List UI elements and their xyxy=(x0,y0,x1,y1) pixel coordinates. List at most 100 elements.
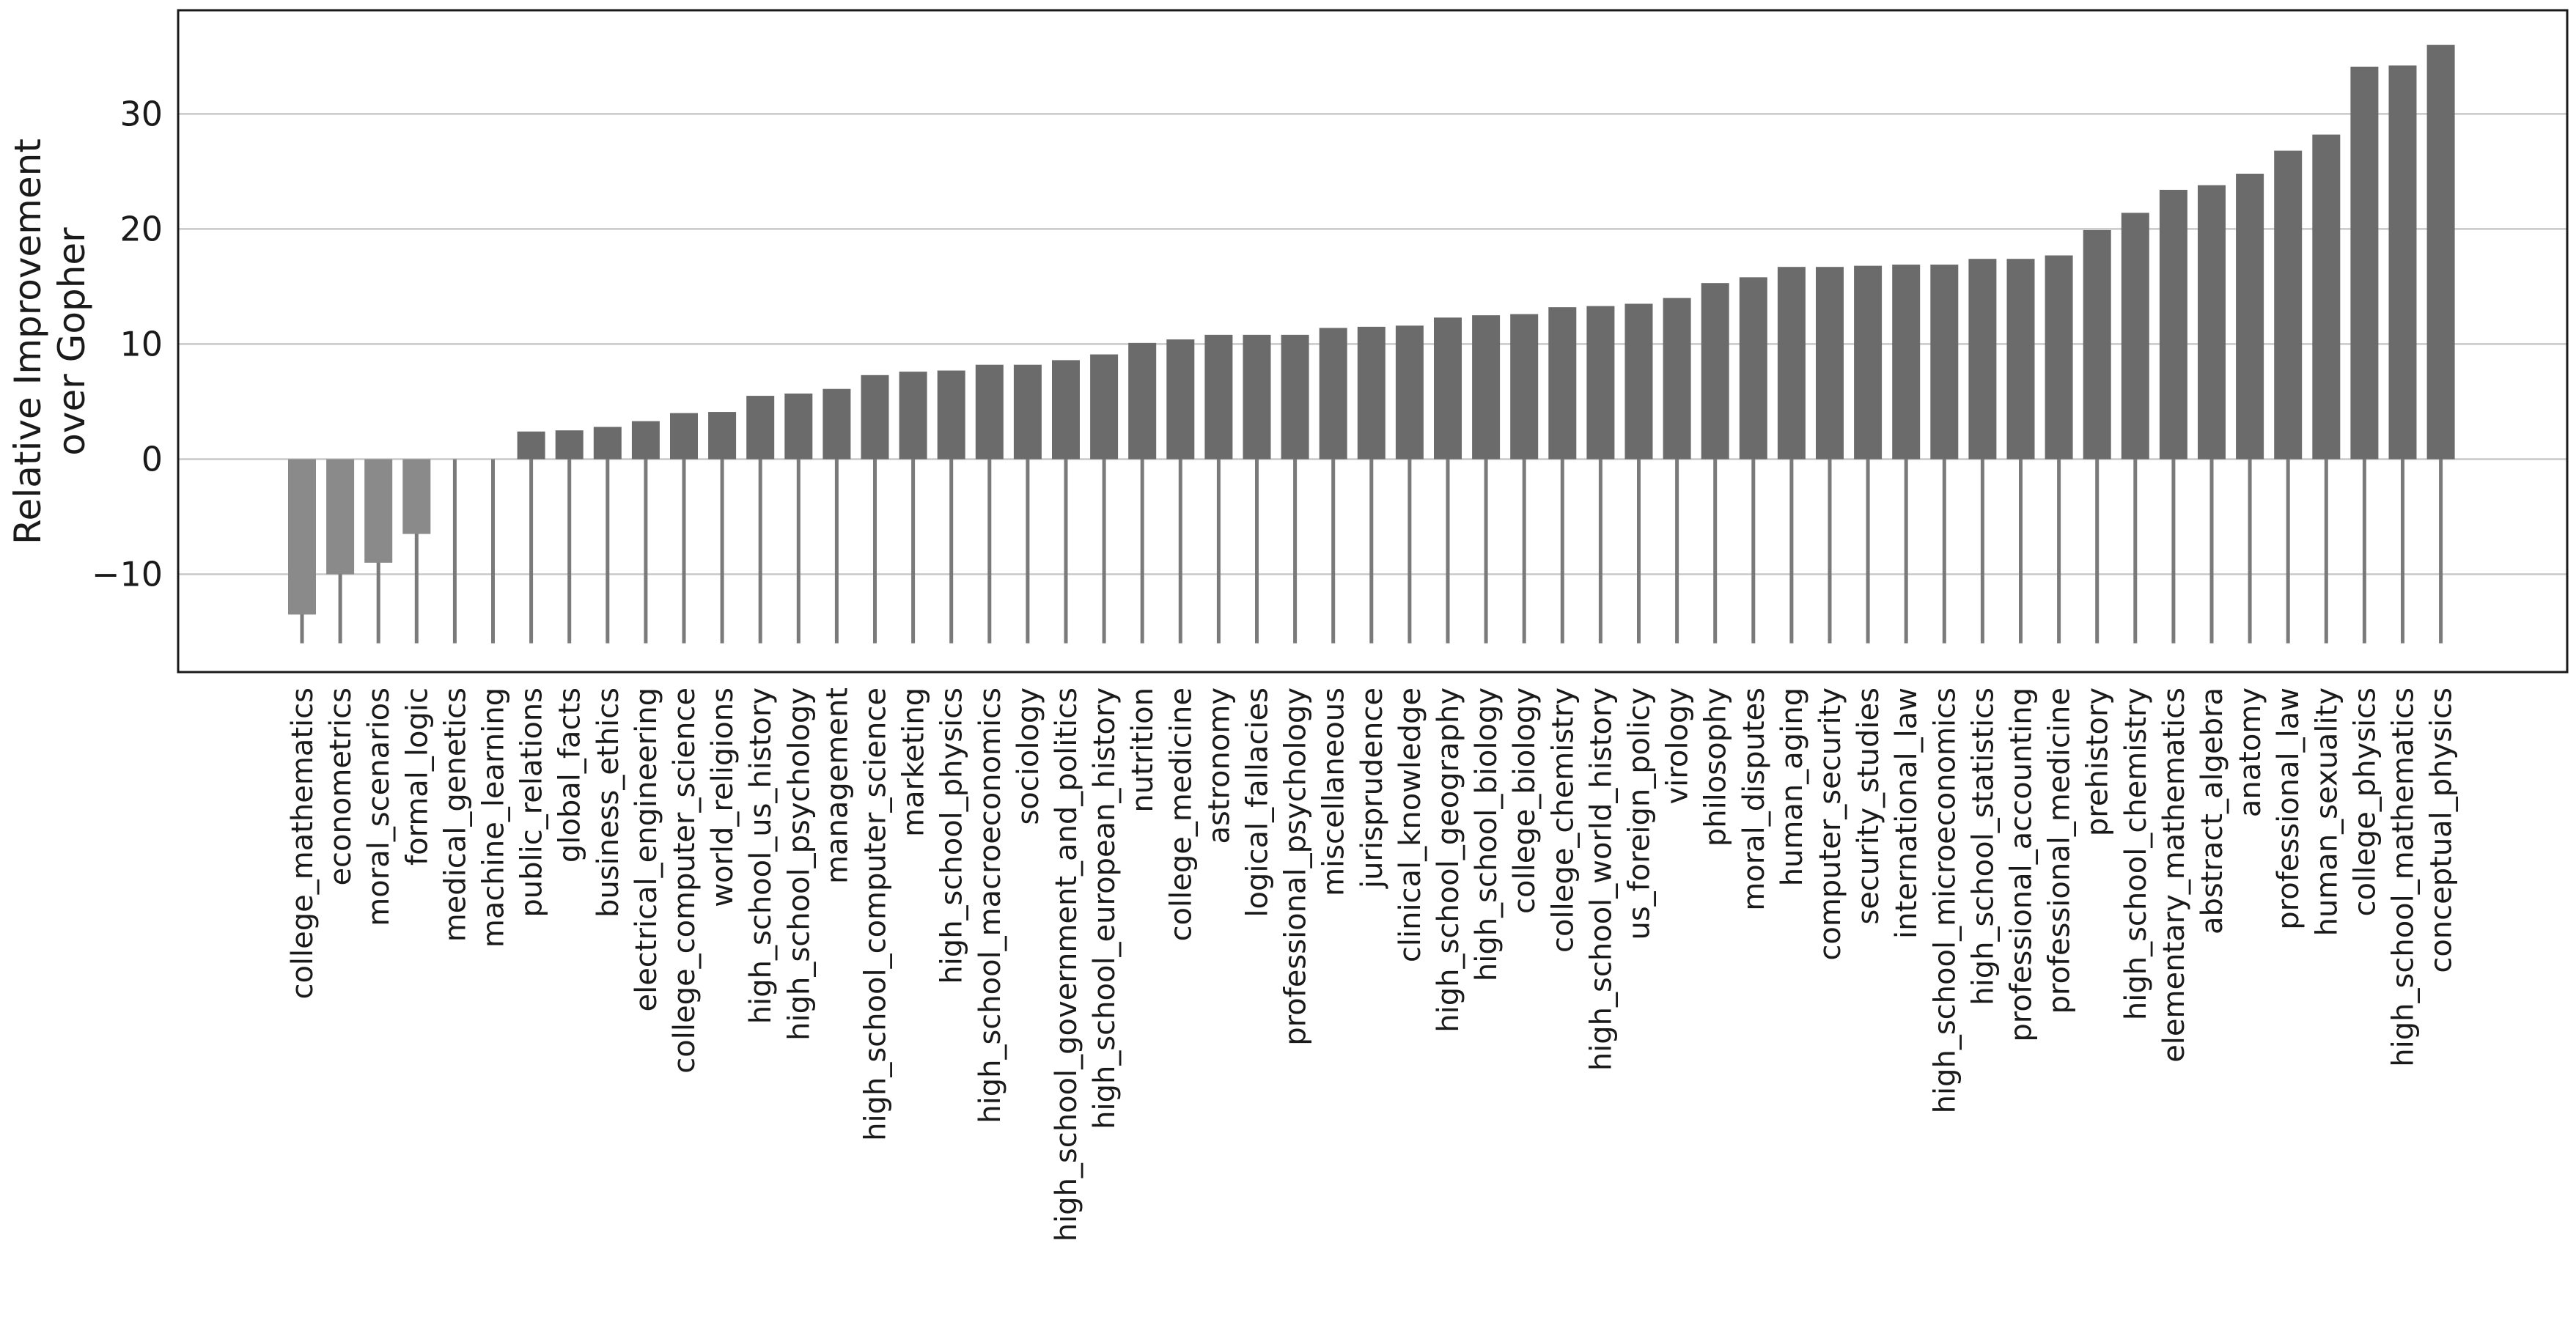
bar xyxy=(1663,298,1691,460)
x-tick-label: high_school_mathematics xyxy=(2387,687,2421,1067)
x-tick-label: clinical_knowledge xyxy=(1394,687,1427,962)
y-axis-ticks: −10 0 10 20 30 xyxy=(92,94,163,594)
x-tick-label: prehistory xyxy=(2081,687,2115,836)
bar xyxy=(1434,317,1462,460)
bar xyxy=(326,459,355,575)
x-tick-label: professional_psychology xyxy=(1279,687,1313,1046)
x-tick-label: college_computer_science xyxy=(668,687,702,1074)
bar xyxy=(1854,265,1883,460)
bar xyxy=(1128,342,1157,460)
y-tick-label: 20 xyxy=(119,209,163,248)
x-tick-label: high_school_world_history xyxy=(1584,687,1618,1071)
bar xyxy=(364,459,393,563)
bar xyxy=(1166,339,1195,460)
x-tick-label: virology xyxy=(1661,687,1695,804)
bar xyxy=(1204,334,1233,460)
bar xyxy=(1472,315,1501,460)
x-tick-label: college_physics xyxy=(2348,687,2382,917)
bar xyxy=(1777,267,1806,460)
bars xyxy=(288,45,2455,615)
bar xyxy=(937,370,965,460)
x-tick-label: conceptual_physics xyxy=(2425,687,2459,973)
x-tick-label: management xyxy=(820,687,854,884)
x-tick-label: world_religions xyxy=(706,687,740,907)
x-tick-label: astronomy xyxy=(1202,687,1236,844)
x-tick-label: high_school_macroeconomics xyxy=(974,687,1007,1124)
bar xyxy=(2006,259,2035,460)
bar xyxy=(1052,360,1080,460)
bar xyxy=(861,375,889,460)
x-tick-label: human_sexuality xyxy=(2310,687,2344,936)
x-tick-label: public_relations xyxy=(515,687,549,918)
x-tick-label: logical_fallacies xyxy=(1241,687,1275,918)
x-tick-label: formal_logic xyxy=(400,687,434,866)
bar xyxy=(1739,277,1767,460)
x-tick-label: high_school_physics xyxy=(935,687,969,984)
bar xyxy=(2121,213,2149,460)
x-tick-label: miscellaneous xyxy=(1317,687,1351,896)
x-tick-label: moral_scenarios xyxy=(362,687,396,926)
bar xyxy=(2312,134,2341,460)
bar xyxy=(2198,185,2226,460)
x-tick-label: machine_learning xyxy=(477,687,511,948)
bar xyxy=(2426,45,2455,460)
y-axis-label-line-2: over Gopher xyxy=(51,227,93,456)
x-tick-label: high_school_geography xyxy=(1432,687,1465,1033)
bar xyxy=(631,421,660,460)
bar xyxy=(670,413,698,460)
bar xyxy=(1013,364,1042,460)
x-tick-label: high_school_microeconomics xyxy=(1928,687,1962,1113)
x-tick-label: college_medicine xyxy=(1164,687,1198,941)
y-tick-label: 0 xyxy=(141,439,163,479)
bar xyxy=(899,372,927,460)
x-tick-label: jurisprudence xyxy=(1355,687,1389,889)
y-tick-label: 30 xyxy=(119,94,163,133)
x-tick-label: computer_security xyxy=(1814,687,1847,961)
x-tick-label: nutrition xyxy=(1126,687,1160,813)
x-tick-label: high_school_government_and_politics xyxy=(1050,687,1083,1242)
x-tick-label: high_school_statistics xyxy=(1966,687,2000,1006)
bar xyxy=(1968,259,1997,460)
bar xyxy=(402,459,431,534)
x-tick-label: human_aging xyxy=(1775,687,1809,886)
bar xyxy=(1319,328,1347,460)
bar xyxy=(1624,303,1653,460)
x-tick-label: business_ethics xyxy=(592,687,625,918)
bar xyxy=(2388,65,2417,460)
bar xyxy=(1586,306,1615,460)
bar xyxy=(746,396,775,460)
x-axis-ticks: college_mathematics econometrics moral_sce… xyxy=(286,687,2459,1242)
x-tick-label: college_mathematics xyxy=(286,687,320,1000)
x-tick-label: security_studies xyxy=(1852,687,1885,925)
plot-frame xyxy=(177,9,2569,674)
bar xyxy=(1357,326,1385,460)
x-tick-label: medical_genetics xyxy=(438,687,472,942)
x-tick-label: global_facts xyxy=(553,687,587,863)
bar xyxy=(784,393,813,460)
bar xyxy=(975,364,1004,460)
x-tick-label: professional_medicine xyxy=(2043,687,2077,1014)
bar xyxy=(823,388,851,460)
x-tick-label: high_school_us_history xyxy=(744,687,778,1024)
bar xyxy=(517,431,545,460)
x-tick-label: econometrics xyxy=(324,687,358,886)
bar-stems xyxy=(300,459,2443,643)
x-tick-label: philosophy xyxy=(1699,687,1733,846)
x-tick-label: college_chemistry xyxy=(1546,687,1580,953)
bar xyxy=(1930,265,1959,460)
x-tick-label: marketing xyxy=(897,687,931,837)
bar xyxy=(555,430,584,460)
bar xyxy=(2045,255,2073,460)
bar xyxy=(288,459,316,615)
bar xyxy=(2350,66,2379,460)
x-tick-label: high_school_biology xyxy=(1470,687,1504,981)
x-tick-label: professional_accounting xyxy=(2005,687,2039,1042)
bar xyxy=(1548,307,1577,460)
bar xyxy=(1090,354,1119,460)
x-tick-label: anatomy xyxy=(2234,687,2267,817)
x-tick-label: high_school_computer_science xyxy=(859,687,893,1141)
x-tick-label: high_school_european_history xyxy=(1088,687,1122,1129)
bar xyxy=(1892,265,1921,460)
